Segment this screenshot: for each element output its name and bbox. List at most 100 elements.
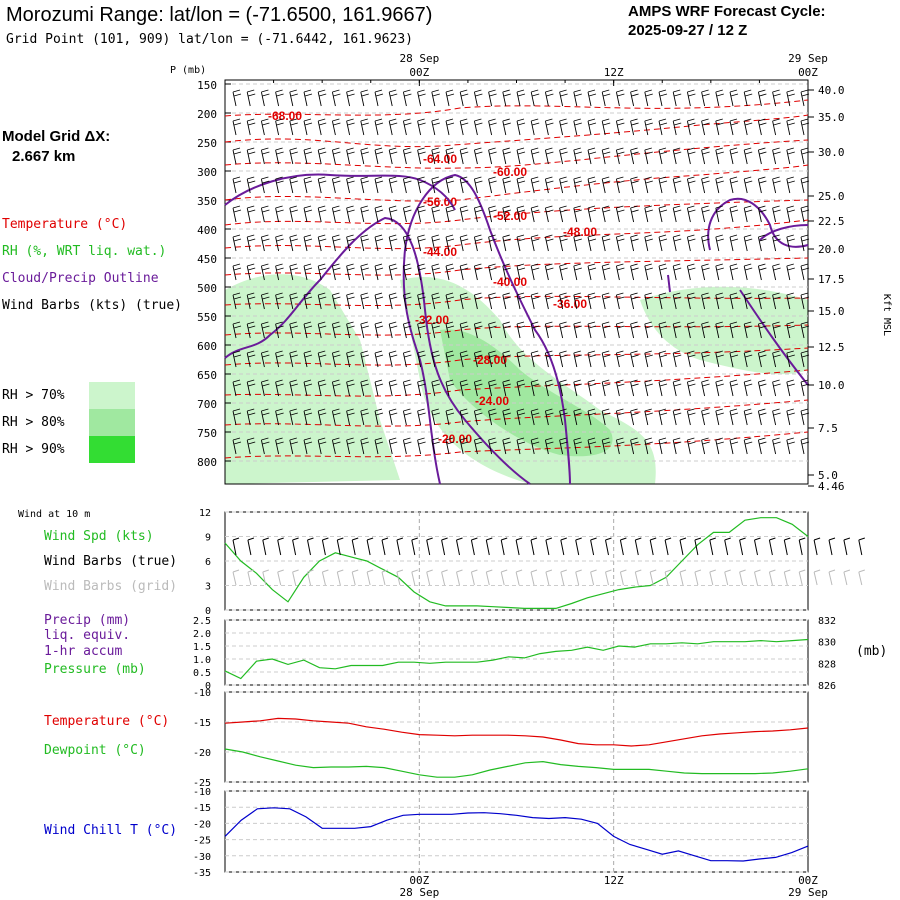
wind-barb-10m [247, 537, 255, 556]
wind-barb-grid [321, 569, 329, 586]
wind-barb-grid [232, 569, 240, 586]
wind-barb [246, 321, 256, 339]
wind-barb [786, 263, 795, 281]
wind-barb [516, 176, 526, 194]
wind-barb [346, 379, 355, 397]
wind-barb [530, 350, 540, 368]
wind-barb [686, 147, 696, 165]
wind-barb [317, 263, 327, 281]
temperature-contour-label: -52.00 [493, 209, 527, 223]
wind-barb [786, 350, 795, 368]
wind-barb [701, 379, 710, 397]
wind-barb [516, 350, 526, 368]
wind-barb [701, 321, 710, 339]
wind-barb [303, 437, 313, 455]
rh80-swatch [89, 409, 135, 436]
wind-barb [232, 234, 242, 252]
temperature-tick-label: -10 [193, 688, 211, 699]
top-time-label: 00Z [798, 66, 818, 79]
wind-barb [800, 89, 810, 107]
wind-barb [715, 118, 724, 136]
wind-barb [672, 234, 682, 252]
wind-barb [644, 118, 653, 136]
wind-barb [275, 437, 284, 455]
wind-barb-10m [232, 537, 240, 556]
wind-barb [317, 118, 327, 136]
wind-barb [743, 437, 753, 455]
wind-barb [786, 205, 795, 223]
wind-barb-grid [381, 569, 389, 586]
wind-barb [516, 437, 526, 455]
wind-barb-10m [292, 537, 299, 556]
wind-barb [686, 379, 696, 397]
legend-sfc-temperature: Temperature (°C) [44, 714, 170, 729]
wind-barb [246, 234, 256, 252]
wind-barb [502, 292, 511, 310]
top-date-label: 29 Sep [788, 52, 828, 65]
wind-barb [331, 350, 341, 368]
wind-barb [360, 292, 369, 310]
wind-barb [800, 234, 810, 252]
wind-barb [260, 89, 270, 107]
wind-barb [516, 147, 526, 165]
wind-barb [331, 379, 341, 397]
wind-barb [630, 89, 639, 107]
wind-barb [544, 408, 554, 426]
wind-barb [715, 408, 724, 426]
wind-barb [374, 147, 384, 165]
legend-precip: Precip (mm) [44, 613, 131, 628]
wind-barb [317, 350, 327, 368]
wind-barb [686, 205, 696, 223]
wind-barb [417, 89, 426, 107]
wind-barb [374, 321, 384, 339]
wind-barb [772, 350, 781, 368]
wind-barb [786, 437, 795, 455]
wind-barb [473, 89, 483, 107]
wind-barb [516, 292, 526, 310]
wind-barb [573, 234, 582, 252]
temperature-contour [224, 431, 809, 459]
kft-tick-label: 7.5 [818, 422, 838, 435]
wind-barb-grid [828, 569, 836, 586]
wind-barb-10m [634, 537, 642, 556]
wind-barb [559, 176, 568, 194]
wind-barb [331, 437, 341, 455]
wind-barb [530, 205, 540, 223]
wind-barb [374, 89, 384, 107]
wind-barb [800, 176, 810, 194]
wind-barb [658, 176, 668, 194]
wind-barb [559, 263, 568, 281]
wind-barb [331, 408, 341, 426]
wind-barb [573, 292, 582, 310]
wind-barb [360, 147, 369, 165]
pressure-tick-label: 500 [197, 282, 217, 295]
wind-barb [346, 437, 355, 455]
wind-barb [772, 234, 781, 252]
wind-barb [317, 89, 327, 107]
wind-barb [559, 379, 568, 397]
wind-barb [431, 205, 440, 223]
wind-barb [686, 350, 696, 368]
wind-barb [402, 321, 412, 339]
wind-barb [615, 408, 625, 426]
wind-barb [417, 263, 426, 281]
wind-barb [275, 379, 284, 397]
kft-tick-label: 25.0 [818, 190, 845, 203]
wind-barb [417, 321, 426, 339]
wind-barb [530, 379, 540, 397]
wind-barb [630, 350, 639, 368]
wind-barb [488, 234, 497, 252]
wind-barb-grid [441, 569, 448, 586]
wind-barb [573, 437, 582, 455]
wind-barb [388, 147, 398, 165]
model-grid-label: Model Grid ΔX: [2, 128, 111, 145]
wind-barb [445, 292, 455, 310]
wind-barb [644, 89, 653, 107]
wind-barb-10m [411, 537, 418, 556]
wind-barb [559, 292, 568, 310]
rh90-swatch [89, 436, 135, 463]
temperature-contour-label: -60.00 [493, 165, 527, 179]
wind-barb [275, 234, 284, 252]
wind-barb [644, 147, 653, 165]
wind-barb-10m [798, 537, 806, 556]
